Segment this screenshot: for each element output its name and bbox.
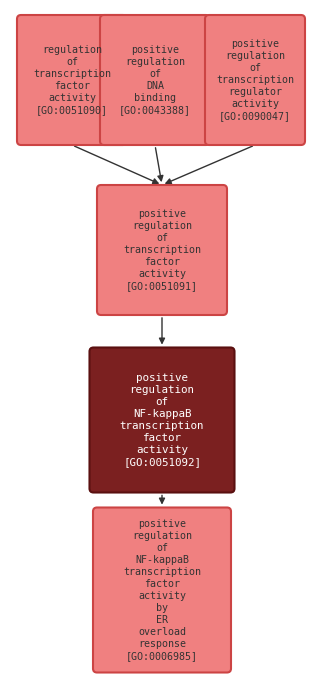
Text: positive
regulation
of
NF-kappaB
transcription
factor
activity
[GO:0051092]: positive regulation of NF-kappaB transcr…	[120, 373, 204, 467]
Text: positive
regulation
of
transcription
factor
activity
[GO:0051091]: positive regulation of transcription fac…	[123, 209, 201, 291]
Text: regulation
of
transcription
factor
activity
[GO:0051090]: regulation of transcription factor activ…	[33, 45, 111, 115]
FancyBboxPatch shape	[97, 185, 227, 315]
FancyBboxPatch shape	[17, 15, 127, 145]
Text: positive
regulation
of
DNA
binding
[GO:0043388]: positive regulation of DNA binding [GO:0…	[119, 45, 191, 115]
FancyBboxPatch shape	[93, 508, 231, 673]
FancyBboxPatch shape	[205, 15, 305, 145]
Text: positive
regulation
of
NF-kappaB
transcription
factor
activity
by
ER
overload
re: positive regulation of NF-kappaB transcr…	[123, 519, 201, 661]
FancyBboxPatch shape	[100, 15, 210, 145]
Text: positive
regulation
of
transcription
regulator
activity
[GO:0090047]: positive regulation of transcription reg…	[216, 39, 294, 121]
FancyBboxPatch shape	[90, 347, 234, 493]
